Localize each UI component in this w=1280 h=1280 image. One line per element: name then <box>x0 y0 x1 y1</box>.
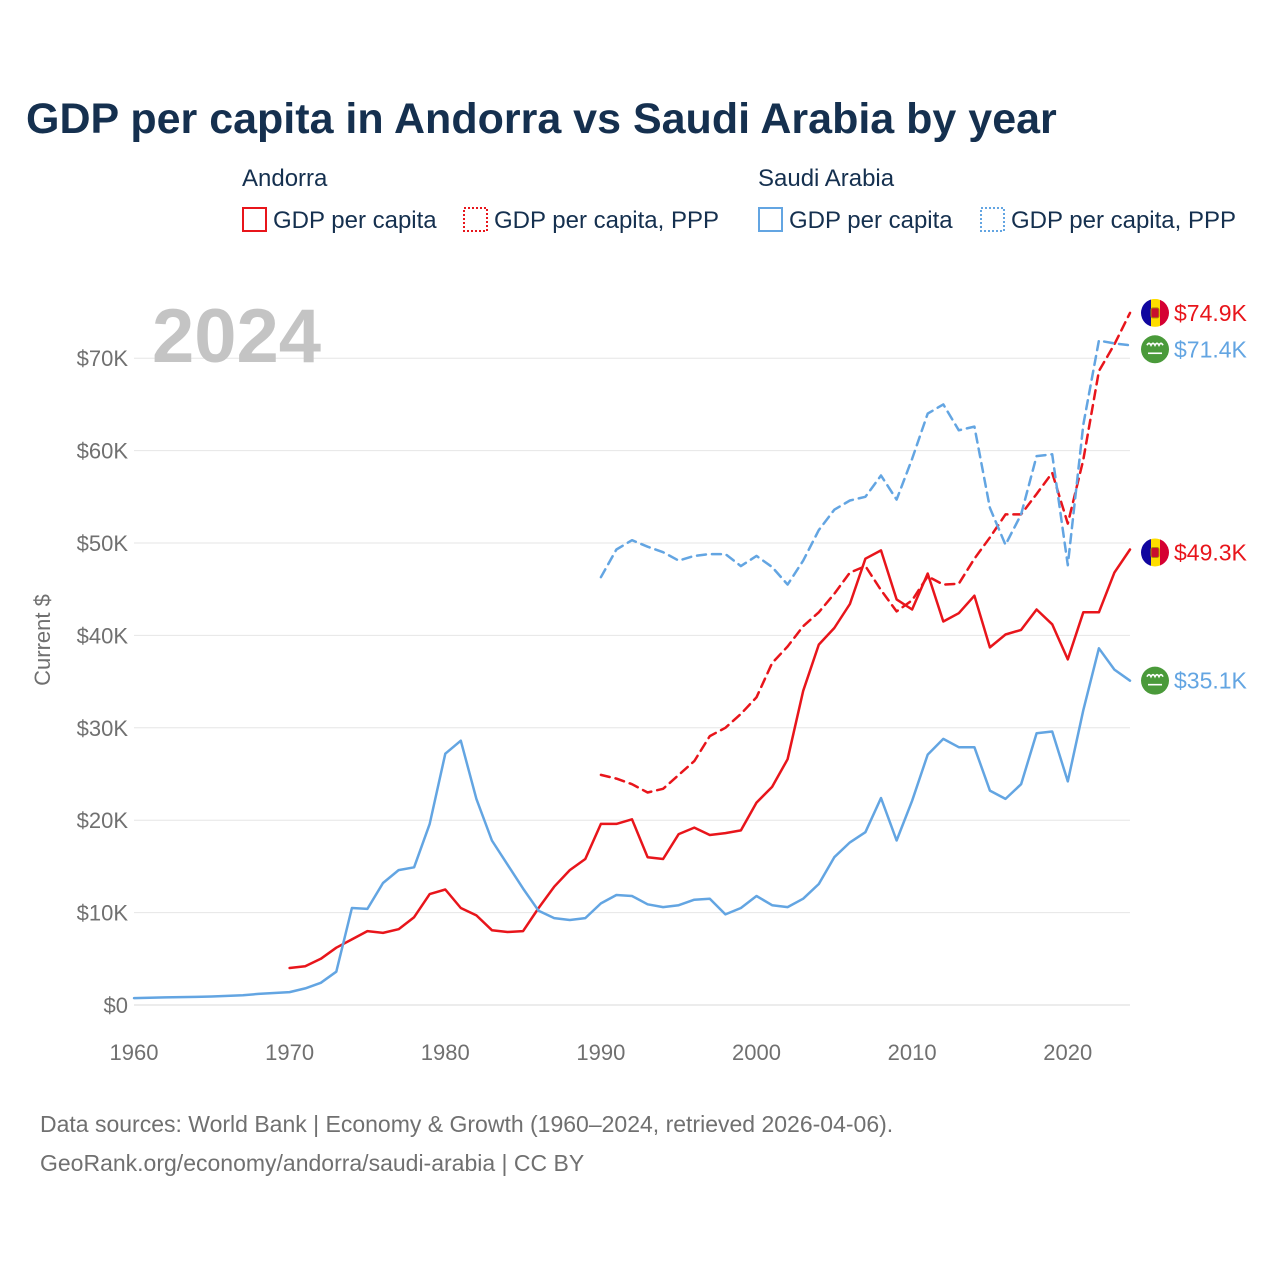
source-line-1: Data sources: World Bank | Economy & Gro… <box>40 1111 893 1137</box>
y-tick-label: $0 <box>104 993 128 1018</box>
series-line-andorra-gdp-per-capita <box>288 548 1132 970</box>
end-label-andorra: $74.9K <box>1174 300 1248 326</box>
legend-swatch-andorra-ppp <box>463 207 488 232</box>
y-tick-label: $20K <box>77 808 129 833</box>
series-line-saudi-arabia-gdp-per-capita-ppp <box>599 339 1132 586</box>
grid <box>134 357 1130 1006</box>
end-labels: $74.9K $71.4K $49.3K $35.1K <box>1141 298 1248 695</box>
x-tick-label: 2000 <box>732 1040 781 1065</box>
y-axis-ticks: $0 $10K $20K $30K $40K $50K $60K $70K <box>77 346 129 1018</box>
legend-swatch-saudi-gdp <box>758 207 783 232</box>
x-tick-label: 1960 <box>110 1040 159 1065</box>
andorra-flag-icon <box>1141 538 1169 567</box>
x-tick-label: 2010 <box>888 1040 937 1065</box>
x-tick-label: 1990 <box>576 1040 625 1065</box>
saudi-flag-icon <box>1141 666 1169 695</box>
y-tick-label: $70K <box>77 346 129 371</box>
y-tick-label: $50K <box>77 531 129 556</box>
series-line-andorra-gdp-per-capita-ppp <box>599 311 1132 794</box>
y-tick-label: $30K <box>77 716 129 741</box>
legend-item-saudi-gdp: GDP per capita <box>789 207 953 234</box>
legend-item-andorra-ppp: GDP per capita, PPP <box>494 207 719 234</box>
end-label-saudi: $71.4K <box>1174 336 1248 362</box>
x-tick-label: 1980 <box>421 1040 470 1065</box>
x-tick-label: 2020 <box>1043 1040 1092 1065</box>
legend-swatch-saudi-ppp <box>980 207 1005 232</box>
y-tick-label: $10K <box>77 901 129 926</box>
series <box>132 311 1132 1000</box>
legend-group-andorra: Andorra <box>242 165 328 192</box>
end-label-saudi: $35.1K <box>1174 668 1248 694</box>
legend-item-saudi-ppp: GDP per capita, PPP <box>1011 207 1236 234</box>
y-tick-label: $40K <box>77 623 129 648</box>
y-tick-label: $60K <box>77 439 129 464</box>
source-line-2: GeoRank.org/economy/andorra/saudi-arabia… <box>40 1150 584 1176</box>
end-label-andorra: $49.3K <box>1174 539 1248 565</box>
chart-title: GDP per capita in Andorra vs Saudi Arabi… <box>26 95 1057 143</box>
series-line-saudi-arabia-gdp-per-capita <box>132 647 1132 1000</box>
x-axis-ticks: 1960 1970 1980 1990 2000 2010 2020 <box>110 1040 1093 1065</box>
y-axis-title: Current $ <box>30 594 55 686</box>
saudi-flag-icon <box>1141 335 1169 364</box>
legend-group-saudi-arabia: Saudi Arabia <box>758 165 895 192</box>
legend-swatch-andorra-gdp <box>242 207 267 232</box>
x-tick-label: 1970 <box>265 1040 314 1065</box>
year-label: 2024 <box>152 294 321 379</box>
andorra-flag-icon <box>1141 298 1169 327</box>
legend-item-andorra-gdp: GDP per capita <box>273 207 437 234</box>
legend: Andorra GDP per capita GDP per capita, P… <box>242 165 1236 234</box>
